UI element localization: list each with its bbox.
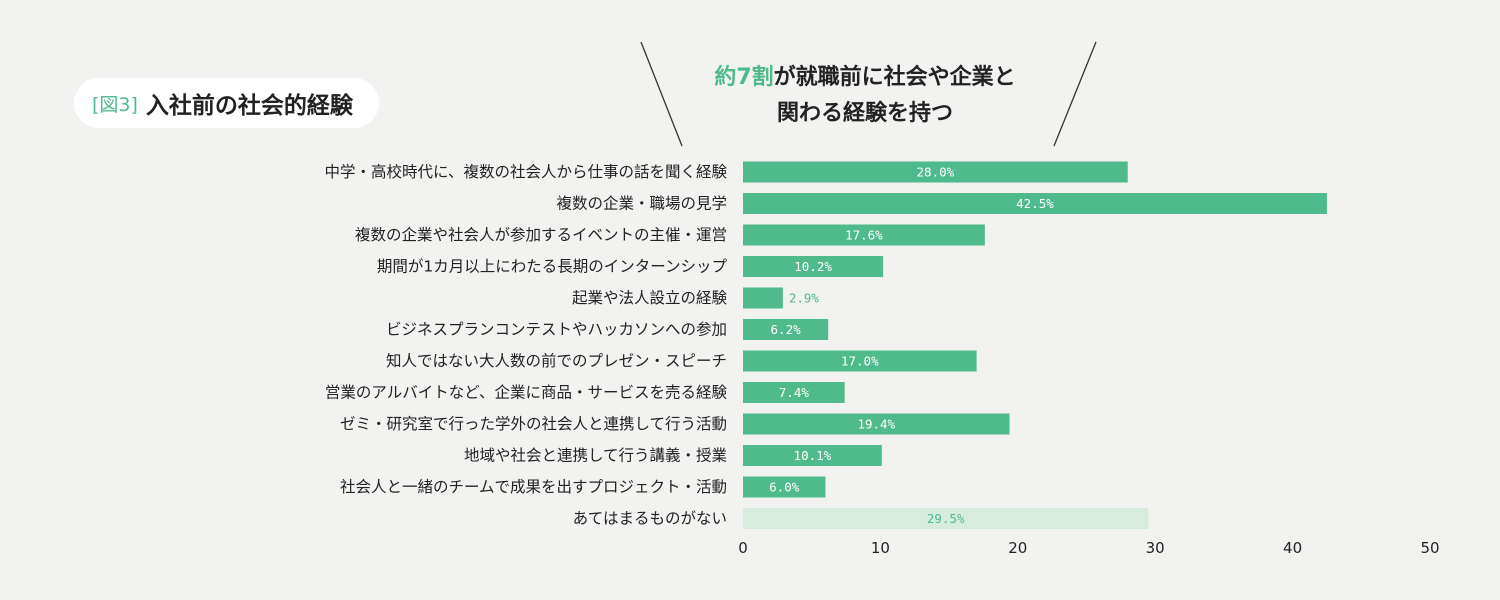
- value-label: 6.2%: [771, 322, 802, 337]
- bar: [743, 508, 1149, 529]
- category-label: 複数の企業や社会人が参加するイベントの主催・運営: [355, 226, 727, 244]
- value-label: 10.2%: [794, 259, 832, 274]
- x-tick-label: 30: [1146, 539, 1165, 557]
- value-label: 7.4%: [779, 385, 810, 400]
- category-label: あてはまるものがない: [573, 510, 727, 528]
- x-tick-labels: 0 10 20 30 40 50: [738, 539, 1439, 557]
- value-label: 28.0%: [917, 165, 955, 180]
- bar: [743, 161, 1128, 183]
- callout-highlight: 約7割: [714, 65, 774, 90]
- category-label: 地域や社会と連携して行う講義・授業: [464, 447, 727, 465]
- category-label: 社会人と一緒のチームで成果を出すプロジェクト・活動: [340, 478, 727, 496]
- value-label: 17.6%: [845, 228, 883, 243]
- value-label: 19.4%: [857, 417, 895, 432]
- bar: [743, 350, 977, 372]
- category-label: 知人ではない大人数の前でのプレゼン・スピーチ: [386, 352, 727, 370]
- callout: 約7割が就職前に社会や企業と 関わる経験を持つ: [660, 60, 1070, 132]
- category-labels: 中学・高校時代に、複数の社会人から仕事の話を聞く経験複数の企業・職場の見学複数の…: [324, 163, 727, 528]
- bar: [743, 476, 826, 498]
- callout-slash-right: [1053, 41, 1097, 147]
- value-label: 17.0%: [841, 354, 879, 369]
- category-label: 期間が1カ月以上にわたる長期のインターンシップ: [377, 258, 728, 276]
- bar: [743, 193, 1327, 214]
- bar: [743, 287, 783, 309]
- bar: [743, 319, 829, 340]
- x-tick-label: 50: [1420, 539, 1439, 557]
- value-label: 10.1%: [794, 448, 832, 463]
- bars: [743, 161, 1327, 529]
- value-label: 42.5%: [1016, 196, 1054, 211]
- callout-line-2: 関わる経験を持つ: [776, 101, 953, 126]
- category-label: 起業や法人設立の経験: [572, 289, 728, 307]
- category-label: ゼミ・研究室で行った学外の社会人と連携して行う活動: [340, 415, 727, 433]
- value-labels: 28.0% 42.5% 17.6% 10.2% 2.9% 6.2% 17.0% 7.4% 19.…: [769, 165, 1054, 527]
- category-label: 複数の企業・職場の見学: [556, 195, 727, 213]
- chart-title: 入社前の社会的経験: [145, 93, 353, 119]
- figure-tag: [図3]: [92, 93, 138, 116]
- bar: [743, 382, 845, 403]
- bar: [743, 256, 884, 277]
- callout-line-1-rest: が就職前に社会や企業と: [773, 65, 1016, 90]
- value-label: 29.5%: [927, 511, 965, 526]
- x-tick-label: 0: [738, 539, 748, 557]
- title-pill: [図3] 入社前の社会的経験: [74, 78, 379, 128]
- x-tick-label: 40: [1283, 539, 1302, 557]
- bar: [743, 413, 1010, 435]
- value-label: 6.0%: [769, 480, 800, 495]
- category-label: ビジネスプランコンテストやハッカソンへの参加: [386, 321, 727, 339]
- x-tick-label: 20: [1008, 539, 1027, 557]
- bar: [743, 445, 882, 466]
- x-tick-label: 10: [871, 539, 890, 557]
- callout-line-1: 約7割が就職前に社会や企業と: [660, 60, 1070, 96]
- value-label: 2.9%: [789, 291, 820, 306]
- callout-slash-left: [640, 41, 683, 147]
- category-label: 中学・高校時代に、複数の社会人から仕事の話を聞く経験: [324, 163, 727, 181]
- category-label: 営業のアルバイトなど、企業に商品・サービスを売る経験: [325, 384, 728, 402]
- bar: [743, 224, 985, 246]
